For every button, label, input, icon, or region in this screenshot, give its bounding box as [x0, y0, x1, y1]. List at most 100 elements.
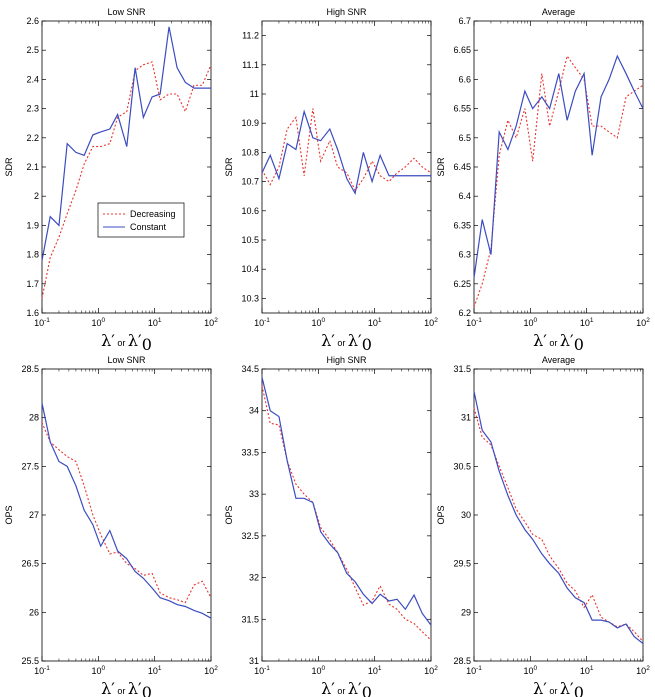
y-axis-label: OPS: [224, 505, 234, 524]
y-tick-label: 1.7: [26, 279, 39, 289]
y-tick-label: 10.4: [241, 264, 259, 274]
x-axis-label: λ′ or λ′0: [101, 679, 152, 697]
chart-panel-1: Low SNR 1.6 1.7 1.8 1.9 2 2.1 2.2 2.3 2.4 2.5 2.6 10…: [4, 7, 218, 354]
y-tick-label: 6.6: [458, 74, 471, 84]
x-tick-label: 102: [636, 317, 650, 328]
y-tick-label: 10.3: [241, 293, 259, 303]
legend: Decreasing Constant: [97, 202, 185, 238]
y-tick-label: 6.7: [458, 16, 471, 26]
x-tick-label: 102: [424, 317, 438, 328]
chart-panel-2: High SNR 10.3 10.4 10.5 10.6 10.7 10.8 10.9 11 11…: [224, 7, 438, 354]
x-tick-label: 10-1: [254, 317, 270, 328]
chart-title: High SNR: [326, 7, 367, 17]
y-tick-label: 10.9: [241, 118, 259, 128]
x-tick-label: 10-1: [466, 317, 482, 328]
y-tick-label: 6.5: [458, 133, 471, 143]
legend-box: [97, 202, 185, 238]
y-tick-label: 28: [29, 413, 39, 423]
x-tick-label: 101: [148, 317, 162, 328]
chart-panel-5: High SNR 31 31.5 32 32.5 33 33.5 34 34.5 10-1 100 1…: [224, 355, 438, 697]
chart-title: Low SNR: [107, 7, 146, 17]
y-axis-label: OPS: [4, 505, 14, 524]
y-tick-label: 6.45: [453, 162, 471, 172]
y-tick-label: 31.5: [453, 364, 471, 374]
plot-frame: [41, 368, 212, 662]
y-tick-label: 31: [249, 656, 259, 666]
y-tick-label: 32: [249, 573, 259, 583]
y-tick-label: 33: [249, 489, 259, 499]
y-axis-label: SDR: [224, 157, 234, 177]
y-tick-label: 2.5: [26, 45, 39, 55]
y-tick-label: 29.5: [453, 559, 471, 569]
legend-label-decreasing: Decreasing: [130, 209, 176, 219]
x-tick-label: 100: [524, 665, 538, 676]
chart-panel-3: Average 6.2 6.25 6.3 6.35 6.4 6.45 6.5 6.55 6.6 6.…: [436, 7, 650, 354]
x-axis-label: λ′ or λ′0: [321, 331, 372, 354]
y-tick-label: 10.6: [241, 206, 259, 216]
y-tick-label: 30.5: [453, 461, 471, 471]
y-tick-label: 34: [249, 406, 259, 416]
y-tick-label: 2.4: [26, 74, 39, 84]
x-tick-label: 101: [148, 665, 162, 676]
x-axis-label: λ′ or λ′0: [321, 679, 372, 697]
y-tick-label: 1.6: [26, 308, 39, 318]
x-tick-label: 102: [204, 665, 218, 676]
y-tick-label: 6.4: [458, 191, 471, 201]
x-tick-label: 102: [204, 317, 218, 328]
plot-frame: [41, 20, 212, 314]
x-tick-label: 100: [92, 317, 106, 328]
y-tick-label: 1.8: [26, 250, 39, 260]
chart-panel-6: Average 28.5 29 29.5 30 30.5 31 31.5 10-1 100 101 1…: [436, 355, 650, 697]
y-tick-label: 25.5: [21, 656, 39, 666]
y-tick-label: 10.7: [241, 177, 259, 187]
y-tick-label: 34.5: [241, 364, 259, 374]
y-tick-label: 26.5: [21, 559, 39, 569]
y-axis-label: OPS: [436, 505, 446, 524]
series-line-constant: [261, 377, 432, 626]
x-tick-label: 10-1: [254, 665, 270, 676]
x-axis-label: λ′ or λ′0: [101, 331, 152, 354]
y-axis-label: SDR: [4, 157, 14, 177]
series-line-decreasing: [41, 61, 212, 299]
plot-frame: [473, 368, 644, 662]
x-tick-label: 10-1: [34, 317, 50, 328]
y-tick-label: 2.3: [26, 104, 39, 114]
legend-label-constant: Constant: [130, 222, 167, 232]
series-line-constant: [473, 391, 644, 644]
series-line-decreasing: [41, 422, 212, 604]
series-line-constant: [41, 26, 211, 261]
y-tick-label: 31.5: [241, 614, 259, 624]
y-tick-label: 6.35: [453, 220, 471, 230]
y-tick-label: 2.6: [26, 16, 39, 26]
series-line-constant: [261, 109, 431, 195]
y-tick-label: 2.1: [26, 162, 39, 172]
x-tick-label: 10-1: [34, 665, 50, 676]
series-line-decreasing: [473, 54, 644, 308]
y-tick-label: 10.8: [241, 147, 259, 157]
y-tick-label: 11: [250, 89, 259, 99]
y-tick-label: 6.25: [453, 279, 471, 289]
y-tick-label: 29: [461, 607, 471, 617]
x-tick-label: 10-1: [466, 665, 482, 676]
chart-title: Average: [542, 355, 575, 365]
y-tick-label: 1.9: [26, 220, 39, 230]
x-tick-label: 100: [312, 665, 326, 676]
y-tick-label: 27: [29, 510, 39, 520]
series-line-decreasing: [261, 385, 432, 641]
y-tick-label: 11.1: [242, 60, 259, 70]
y-tick-label: 33.5: [241, 447, 259, 457]
x-tick-label: 101: [580, 317, 594, 328]
y-tick-label: 6.65: [453, 45, 471, 55]
series-line-constant: [41, 402, 212, 619]
series-line-constant: [473, 54, 644, 279]
x-tick-label: 101: [580, 665, 594, 676]
y-tick-label: 26: [29, 607, 39, 617]
chart-title: High SNR: [326, 355, 367, 365]
series-line-decreasing: [473, 407, 644, 642]
y-tick-label: 27.5: [21, 461, 39, 471]
y-tick-label: 32.5: [241, 531, 259, 541]
y-tick-label: 11.2: [242, 31, 259, 41]
chart-panel-4: Low SNR 25.5 26 26.5 27 27.5 28 28.5 10-1 100 101 1…: [4, 355, 218, 697]
y-tick-label: 31: [461, 413, 471, 423]
plot-frame: [261, 368, 432, 662]
